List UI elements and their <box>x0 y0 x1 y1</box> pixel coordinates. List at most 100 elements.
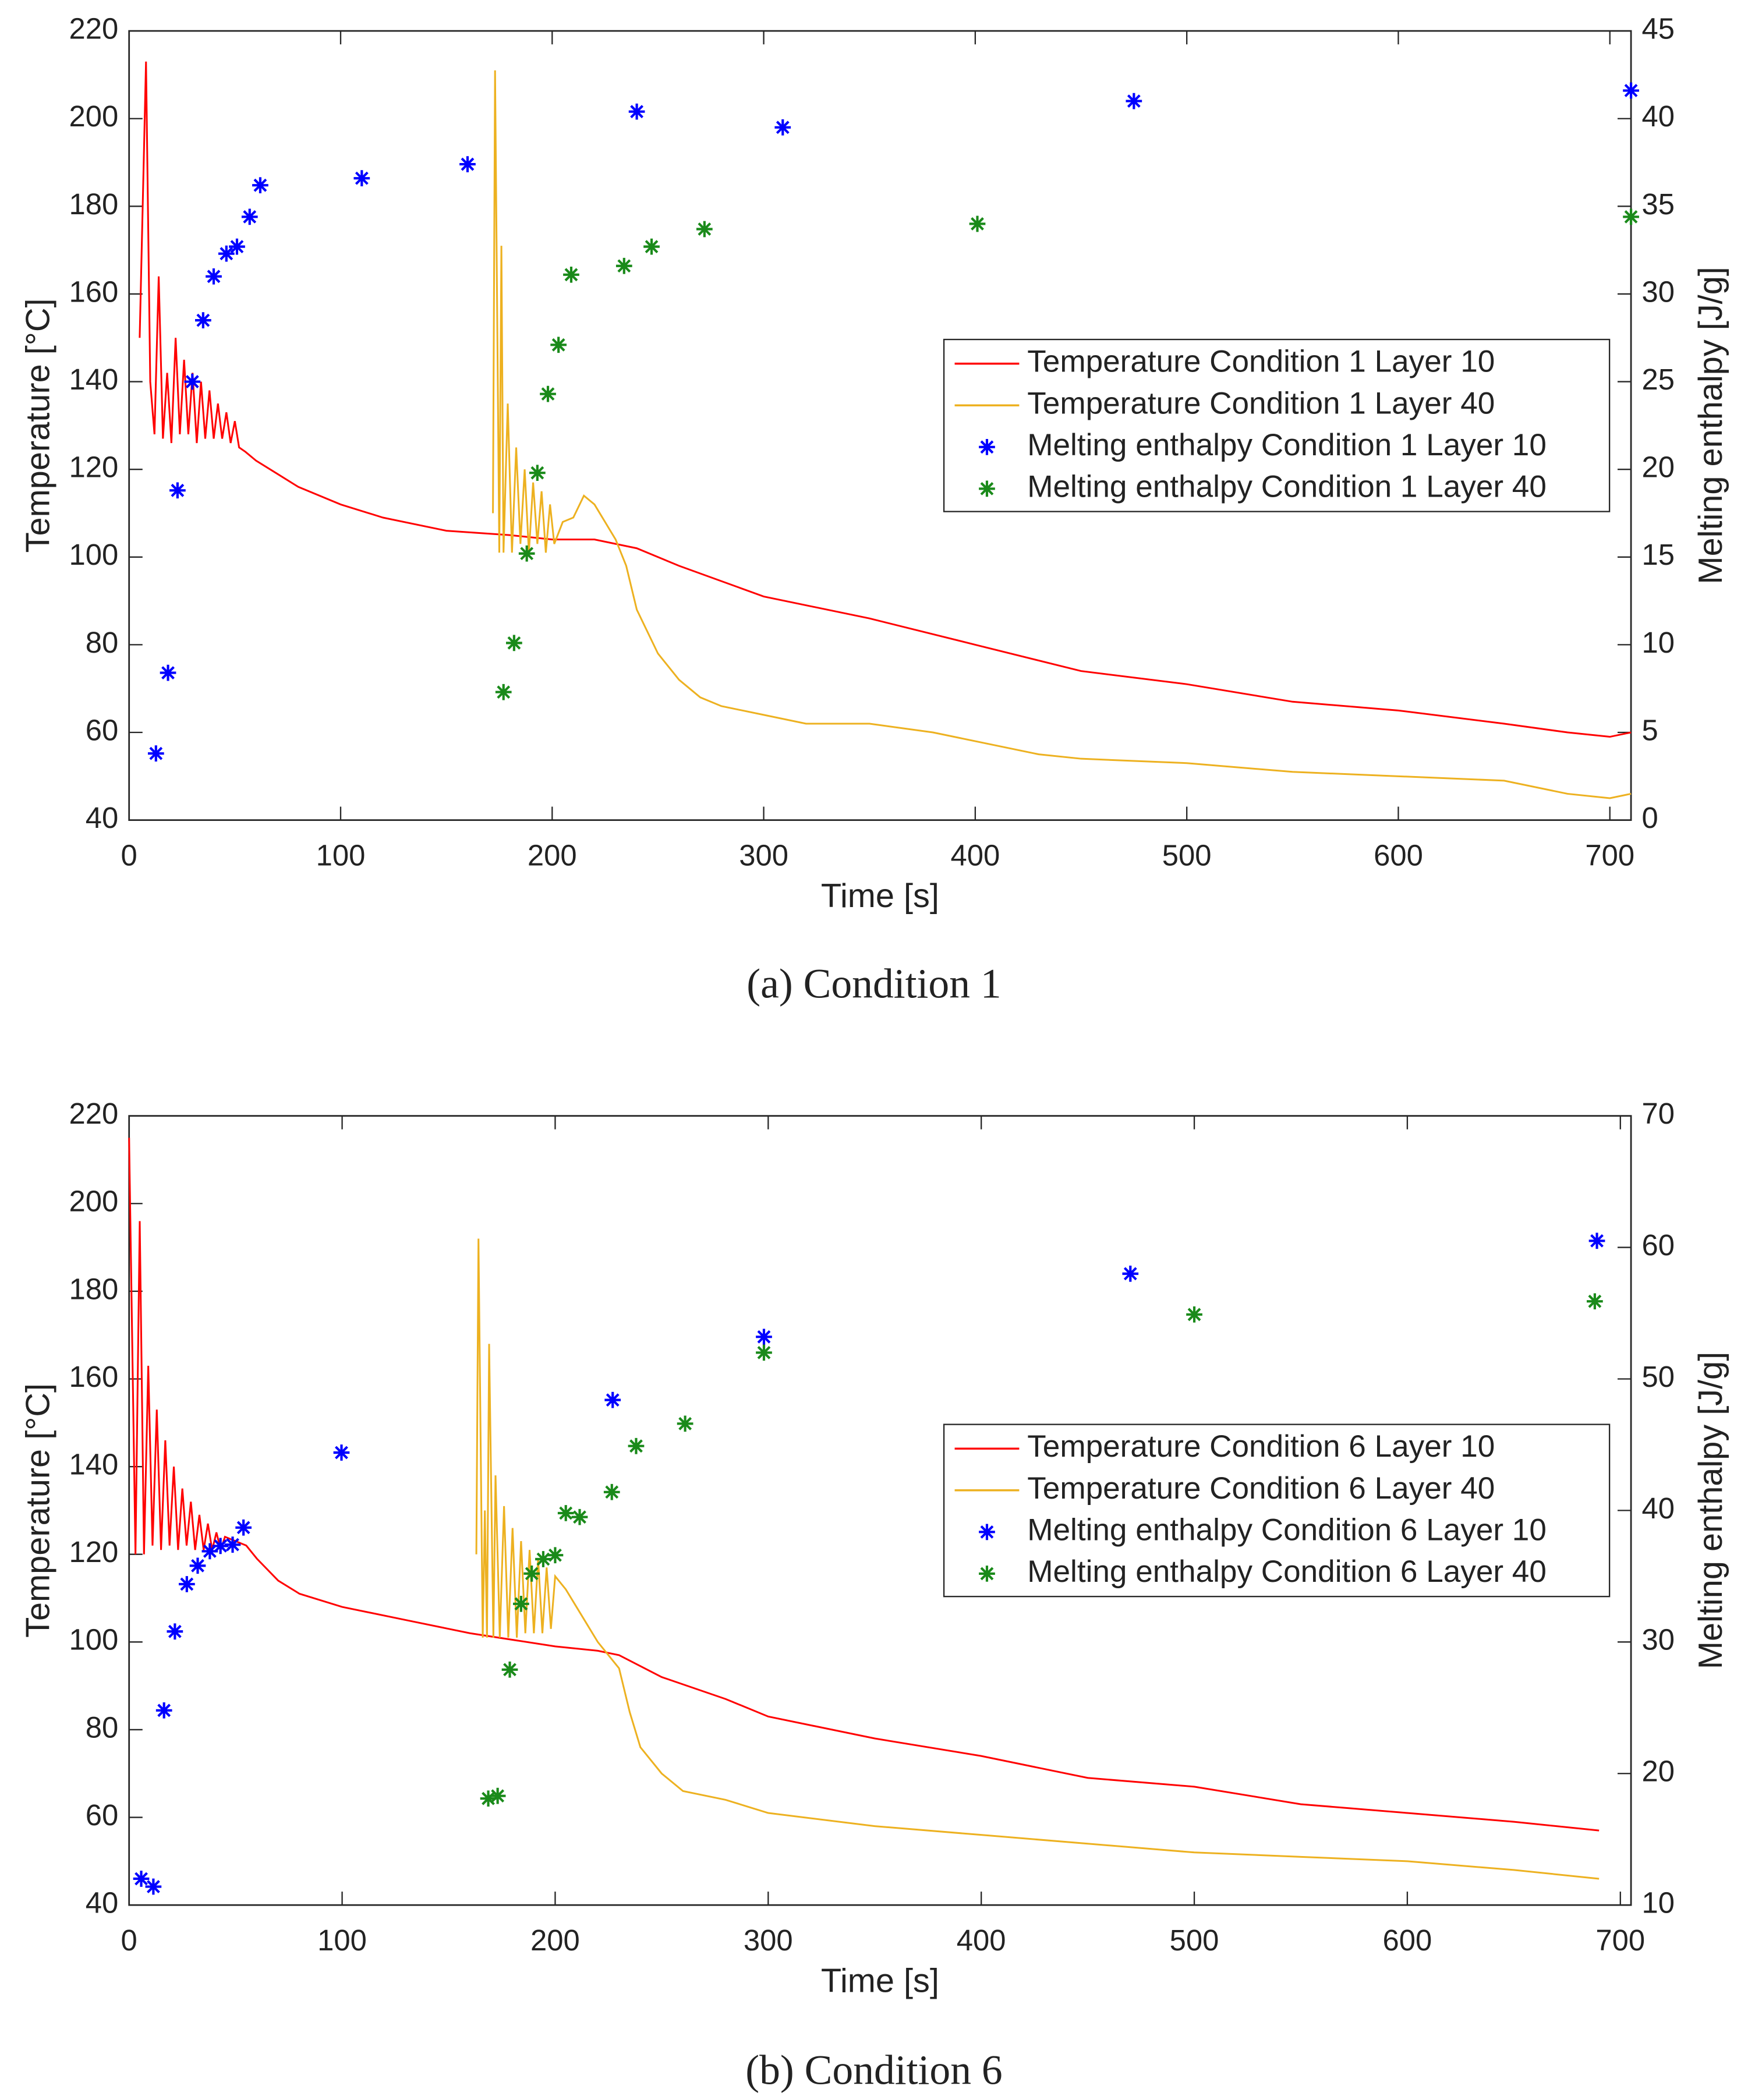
legend-swatch <box>979 480 995 497</box>
y-tick-label: 180 <box>69 187 118 221</box>
x-tick-label: 400 <box>957 1924 1006 1957</box>
legend-box <box>943 338 1611 512</box>
data-point <box>756 1329 772 1345</box>
y2-tick-label: 40 <box>1642 1492 1675 1525</box>
data-line <box>139 61 1632 738</box>
y-tick-label: 220 <box>69 1097 118 1130</box>
data-point <box>1588 1233 1605 1249</box>
y2-tick-label: 35 <box>1642 187 1675 221</box>
legend-swatch <box>979 1524 995 1541</box>
y2-tick-label: 45 <box>1642 12 1675 45</box>
data-point <box>206 268 222 285</box>
data-point <box>501 1661 518 1678</box>
data-point <box>557 1505 574 1521</box>
x-tick-label: 700 <box>1585 839 1634 872</box>
data-point <box>1623 208 1639 225</box>
legend-label: Temperature Condition 1 Layer 10 <box>1027 345 1495 379</box>
y-tick-label: 60 <box>86 1798 119 1832</box>
data-point <box>480 1790 497 1807</box>
y2-tick-label: 60 <box>1642 1228 1675 1262</box>
data-point <box>218 245 235 262</box>
data-point <box>1122 1265 1139 1282</box>
data-point <box>333 1444 350 1461</box>
data-point <box>241 208 258 225</box>
y2-tick-label: 30 <box>1642 275 1675 308</box>
x-tick-label: 200 <box>528 839 577 872</box>
x-axis-label: Time [s] <box>821 877 939 915</box>
y2-tick-label: 50 <box>1642 1360 1675 1393</box>
data-point <box>571 1508 588 1525</box>
y-tick-label: 120 <box>69 451 118 484</box>
data-point <box>252 177 268 194</box>
y2-tick-label: 0 <box>1642 801 1658 834</box>
caption: (b) Condition 6 <box>745 2048 1002 2094</box>
data-point <box>201 1543 218 1560</box>
legend-label: Temperature Condition 6 Layer 40 <box>1027 1471 1495 1506</box>
data-point <box>550 337 567 353</box>
data-point <box>167 1623 183 1640</box>
chart: 0 100 200 300 400 500 600 700406080100120140160… <box>20 12 1730 1007</box>
data-point <box>147 745 164 762</box>
data-point <box>506 635 522 651</box>
x-tick-label: 0 <box>121 839 137 872</box>
x-tick-label: 300 <box>744 1924 793 1957</box>
y2-tick-label: 20 <box>1642 1755 1675 1788</box>
data-point <box>459 156 476 172</box>
data-point <box>1623 82 1639 99</box>
data-point <box>184 373 201 390</box>
y-tick-label: 100 <box>69 538 118 571</box>
data-point <box>1587 1293 1603 1310</box>
legend-label: Temperature Condition 1 Layer 40 <box>1027 386 1495 420</box>
y-tick-label: 40 <box>86 801 119 834</box>
data-point <box>133 1871 150 1887</box>
data-point <box>628 1437 645 1454</box>
y2-tick-label: 5 <box>1642 713 1658 746</box>
legend-label: Melting enthalpy Condition 1 Layer 40 <box>1027 469 1547 504</box>
data-point <box>518 545 535 562</box>
data-point <box>529 465 546 481</box>
x-tick-label: 200 <box>530 1924 580 1957</box>
y-tick-label: 200 <box>69 100 118 133</box>
data-point <box>535 1551 551 1567</box>
y-tick-label: 120 <box>69 1535 118 1568</box>
data-point <box>1186 1306 1202 1323</box>
data-line <box>492 70 1632 799</box>
data-point <box>178 1576 195 1592</box>
data-point <box>353 170 370 186</box>
legend-box <box>943 1423 1611 1598</box>
legend: Temperature Condition 1 Layer 10 Temperat… <box>943 338 1611 512</box>
data-point <box>677 1415 693 1432</box>
x-tick-label: 600 <box>1374 839 1423 872</box>
y-tick-label: 100 <box>69 1623 118 1656</box>
data-point <box>229 238 245 255</box>
data-line <box>475 1238 1600 1880</box>
data-point <box>604 1391 621 1408</box>
y-tick-label: 60 <box>86 713 119 746</box>
y-tick-label: 80 <box>86 1711 119 1744</box>
data-point <box>540 385 556 402</box>
data-point <box>513 1595 529 1612</box>
data-point <box>969 215 986 232</box>
y2-axis-label: Melting enthalpy [J/g] <box>1692 267 1729 584</box>
x-tick-label: 700 <box>1595 1924 1645 1957</box>
y-tick-label: 80 <box>86 626 119 659</box>
x-tick-label: 500 <box>1170 1924 1219 1957</box>
y-tick-label: 220 <box>69 12 118 45</box>
data-point <box>628 103 645 120</box>
y-tick-label: 160 <box>69 275 118 308</box>
data-point <box>1126 93 1142 109</box>
legend-swatch <box>979 438 995 455</box>
legend-label: Melting enthalpy Condition 6 Layer 10 <box>1027 1513 1547 1547</box>
data-line <box>128 1138 1600 1832</box>
y-tick-label: 180 <box>69 1272 118 1305</box>
y-axis-label: Temperature [°C] <box>20 298 57 553</box>
data-point <box>563 266 579 283</box>
data-point <box>212 1538 229 1554</box>
caption: (a) Condition 1 <box>746 961 1001 1007</box>
data-point <box>495 684 512 700</box>
y2-tick-label: 10 <box>1642 1886 1675 1920</box>
x-tick-label: 300 <box>739 839 788 872</box>
legend-swatch <box>979 1566 995 1582</box>
